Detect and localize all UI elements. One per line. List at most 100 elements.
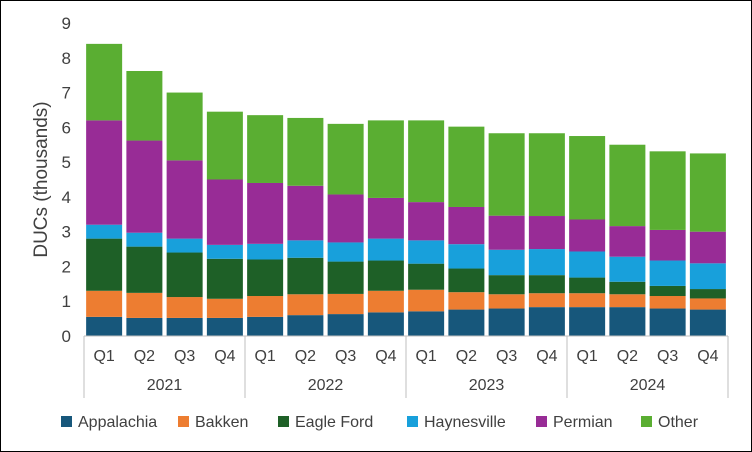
y-tick-label-9: 9 <box>62 14 71 33</box>
bar-segment-bakken-13 <box>569 293 606 308</box>
x-tick-label-13: Q1 <box>576 348 597 365</box>
bar-segment-other-8 <box>367 120 404 198</box>
x-tick-label-8: Q4 <box>375 348 396 365</box>
bar-segment-haynesville-13 <box>569 251 606 278</box>
y-tick-label-1: 1 <box>62 292 71 311</box>
bar-segment-permian-12 <box>528 216 565 250</box>
bar-segment-other-2 <box>126 70 163 141</box>
bar-segment-haynesville-5 <box>247 243 284 260</box>
bar-segment-appalachia-7 <box>327 314 364 336</box>
bar-segment-other-12 <box>528 133 565 217</box>
bar-segment-permian-11 <box>488 215 525 250</box>
legend-label-haynesville: Haynesville <box>424 414 506 431</box>
bar-segment-haynesville-2 <box>126 232 163 247</box>
bar-segment-eagle-ford-1 <box>86 238 123 291</box>
bar-segment-bakken-10 <box>448 292 485 310</box>
bar-segment-eagle-ford-7 <box>327 261 364 294</box>
bar-segment-eagle-ford-2 <box>126 246 163 293</box>
x-group-label-2024: 2024 <box>630 377 666 394</box>
bar-segment-permian-7 <box>327 194 364 243</box>
bar-segment-eagle-ford-13 <box>569 277 606 294</box>
bar-segment-haynesville-11 <box>488 249 525 276</box>
bar-segment-eagle-ford-6 <box>287 257 324 295</box>
bar-segment-eagle-ford-4 <box>206 258 243 299</box>
bar-segment-haynesville-1 <box>86 224 123 239</box>
y-tick-label-3: 3 <box>62 223 71 242</box>
bar-segment-eagle-ford-5 <box>247 259 284 297</box>
bar-segment-bakken-2 <box>126 292 163 318</box>
bar-segment-other-11 <box>488 133 525 216</box>
bar-segment-bakken-15 <box>649 296 686 309</box>
bar-segment-bakken-7 <box>327 293 364 315</box>
y-tick-label-5: 5 <box>62 153 71 172</box>
legend-item-appalachia: Appalachia <box>61 414 157 431</box>
x-tick-label-7: Q3 <box>335 348 356 365</box>
bar-segment-eagle-ford-3 <box>166 252 203 298</box>
bar-segment-permian-14 <box>609 226 646 257</box>
x-tick-label-10: Q2 <box>456 348 477 365</box>
y-tick-label-6: 6 <box>62 118 71 137</box>
bar-segment-permian-1 <box>86 120 123 225</box>
bar-segment-bakken-14 <box>609 294 646 308</box>
bar-segment-other-5 <box>247 115 284 183</box>
legend-swatch-appalachia <box>61 416 72 427</box>
y-axis-tick-labels: 0 1 2 3 4 5 6 7 8 9 <box>62 14 71 346</box>
x-tick-label-14: Q2 <box>617 348 638 365</box>
bar-segment-eagle-ford-14 <box>609 281 646 295</box>
bar-segment-other-7 <box>327 123 364 195</box>
bar-segment-bakken-3 <box>166 297 203 318</box>
bar-segment-appalachia-15 <box>649 308 686 336</box>
x-tick-label-5: Q1 <box>254 348 275 365</box>
legend-swatch-other <box>641 416 652 427</box>
legend-swatch-haynesville <box>407 416 418 427</box>
legend-label-appalachia: Appalachia <box>78 414 157 431</box>
bar-segment-appalachia-1 <box>86 316 123 336</box>
legend-label-eagle-ford: Eagle Ford <box>295 414 373 431</box>
bar-segment-permian-13 <box>569 219 606 252</box>
bar-segment-haynesville-8 <box>367 238 404 261</box>
legend-item-haynesville: Haynesville <box>407 414 506 431</box>
x-tick-label-6: Q2 <box>295 348 316 365</box>
legend-item-other: Other <box>641 414 699 431</box>
bar-segment-other-16 <box>689 153 726 232</box>
x-tick-label-2: Q2 <box>134 348 155 365</box>
bar-segment-haynesville-12 <box>528 249 565 276</box>
bars-layer <box>86 43 726 336</box>
bar-segment-appalachia-11 <box>488 308 525 336</box>
bar-segment-bakken-6 <box>287 294 324 316</box>
bar-segment-other-10 <box>448 126 485 207</box>
y-tick-label-2: 2 <box>62 257 71 276</box>
bar-segment-bakken-16 <box>689 298 726 310</box>
bar-segment-appalachia-10 <box>448 309 485 336</box>
bar-segment-permian-4 <box>206 179 243 245</box>
bar-segment-haynesville-14 <box>609 256 646 282</box>
bar-segment-permian-16 <box>689 231 726 264</box>
bar-segment-bakken-4 <box>206 298 243 318</box>
legend-swatch-eagle-ford <box>278 416 289 427</box>
bar-segment-bakken-11 <box>488 294 525 309</box>
y-tick-label-4: 4 <box>62 188 71 207</box>
bar-segment-bakken-9 <box>408 289 445 312</box>
x-tick-label-1: Q1 <box>93 348 114 365</box>
bar-segment-other-6 <box>287 117 324 186</box>
bar-segment-other-1 <box>86 43 123 121</box>
legend-item-bakken: Bakken <box>178 414 248 431</box>
bar-segment-appalachia-4 <box>206 317 243 336</box>
legend-swatch-bakken <box>178 416 189 427</box>
axes-layer <box>83 335 729 398</box>
bar-segment-other-13 <box>569 136 606 220</box>
bar-segment-bakken-12 <box>528 293 565 308</box>
bar-segment-haynesville-9 <box>408 240 445 264</box>
x-tick-label-3: Q3 <box>174 348 195 365</box>
x-group-label-2021: 2021 <box>147 377 183 394</box>
x-tick-label-12: Q4 <box>536 348 557 365</box>
bar-segment-appalachia-13 <box>569 307 606 336</box>
x-group-label-2022: 2022 <box>308 377 344 394</box>
legend-label-bakken: Bakken <box>195 414 248 431</box>
x-tick-label-9: Q1 <box>415 348 436 365</box>
y-axis-title: DUCs (thousands) <box>31 101 52 257</box>
x-axis-tick-labels: Q1 Q2 Q3 Q4 Q1 Q2 Q3 Q4 Q1 Q2 Q3 Q4 Q1 Q2 Q3 Q4 2021 2022… <box>93 348 718 394</box>
bar-segment-permian-6 <box>287 185 324 241</box>
bar-segment-haynesville-6 <box>287 240 324 258</box>
